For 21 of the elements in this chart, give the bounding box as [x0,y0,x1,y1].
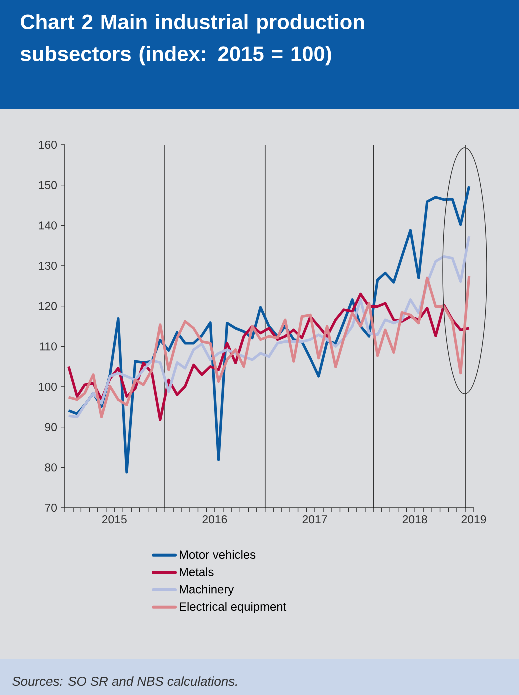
y-tick-label: 70 [45,504,58,512]
y-tick-label: 110 [40,342,58,351]
x-tick-label: 2017 [302,516,328,524]
legend-label: Motor vehicles [180,550,256,560]
y-tick-label: 130 [39,262,58,270]
y-tick-label: 100 [39,382,58,392]
chart-title: Chart 2 Main industrial production subsectors (index: 2015 = 100) [20,14,364,66]
y-tick-label: 160 [39,140,58,150]
legend-label: Electrical equipment [180,602,287,614]
legend-label: Metals [180,568,214,576]
y-tick-label: 120 [39,302,58,310]
source-note: Sources: SO SR and NBS calculations. [12,676,238,686]
x-tick-label: 2018 [402,516,428,524]
y-tick-label: 140 [39,222,58,230]
legend-label: Machinery [180,584,234,596]
y-tick-label: 90 [45,423,58,432]
x-tick-label: 2016 [202,516,228,524]
y-tick-label: 150 [39,181,58,190]
y-tick-label: 80 [45,464,58,472]
x-tick-label: 2019 [462,516,486,524]
x-tick-label: 2015 [102,516,127,524]
